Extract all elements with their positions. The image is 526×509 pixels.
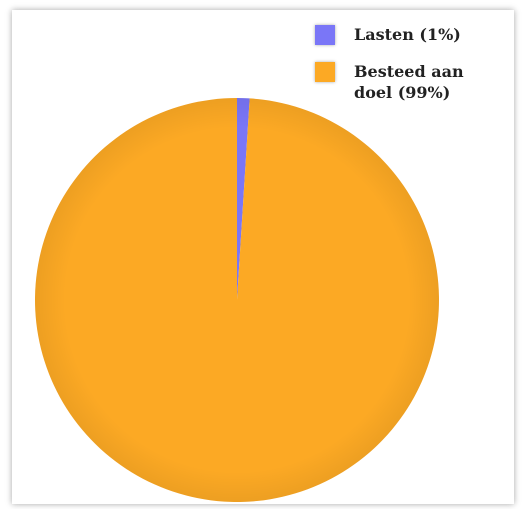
pie-slice-besteed-aan-doel [34, 98, 439, 503]
legend: Lasten (1%) Besteed aan doel (99%) [312, 24, 512, 119]
legend-swatch-besteed-aan-doel [315, 62, 335, 82]
legend-swatch-lasten [315, 25, 335, 45]
pie-slices [34, 98, 439, 503]
chart-frame: Lasten (1%) Besteed aan doel (99%) [12, 10, 514, 504]
legend-label-besteed-aan-doel: Besteed aan doel (99%) [354, 62, 464, 102]
legend-label-lasten: Lasten (1%) [354, 25, 461, 44]
legend-item-besteed-aan-doel: Besteed aan doel (99%) [312, 61, 504, 103]
legend-item-lasten: Lasten (1%) [312, 24, 504, 45]
